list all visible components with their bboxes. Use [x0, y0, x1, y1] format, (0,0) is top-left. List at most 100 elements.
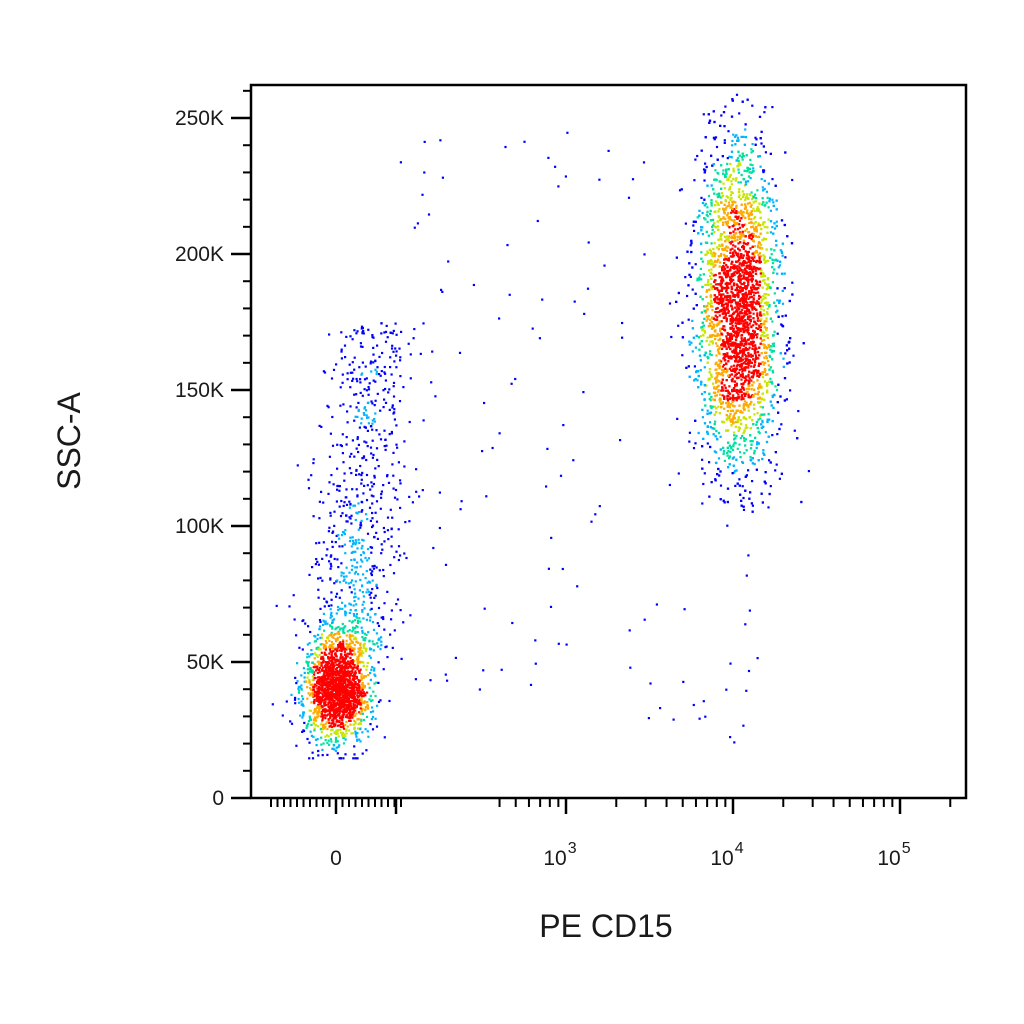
event-dot — [370, 370, 373, 373]
event-dot — [736, 285, 740, 288]
event-dot — [767, 218, 770, 221]
event-dot — [338, 537, 341, 540]
event-dot — [356, 663, 359, 666]
event-dot — [345, 705, 348, 708]
event-dot — [351, 539, 355, 543]
event-dot — [322, 619, 325, 622]
event-dot — [763, 335, 766, 338]
event-dot — [314, 738, 318, 741]
event-dot — [356, 380, 359, 383]
event-dot — [384, 387, 387, 391]
event-dot — [318, 660, 321, 663]
event-dot — [355, 640, 358, 643]
event-dot — [745, 242, 748, 245]
event-dot — [344, 614, 347, 617]
event-dot — [336, 752, 339, 755]
event-dot — [390, 430, 393, 434]
event-dot — [380, 490, 383, 493]
event-dot — [344, 670, 347, 673]
event-dot — [351, 671, 354, 674]
event-dot — [750, 280, 753, 283]
event-dot — [743, 361, 746, 364]
event-dot — [335, 732, 338, 735]
event-dot — [336, 579, 339, 582]
event-dot — [319, 607, 322, 610]
event-dot — [751, 143, 754, 146]
event-dot — [311, 757, 315, 760]
event-dot — [692, 224, 695, 227]
event-dot — [756, 374, 759, 378]
event-dot — [775, 388, 779, 392]
event-dot — [363, 413, 366, 416]
event-dot — [339, 757, 342, 760]
event-dot — [363, 639, 367, 642]
event-dot — [374, 467, 377, 470]
event-dot — [723, 187, 726, 190]
event-dot — [359, 578, 362, 582]
event-dot — [353, 719, 356, 722]
event-dot — [357, 647, 360, 650]
event-dot — [690, 341, 693, 344]
event-dot — [353, 683, 356, 686]
event-dot — [742, 303, 745, 306]
event-dot — [353, 695, 356, 698]
event-dot — [349, 503, 352, 506]
event-dot — [704, 283, 707, 286]
event-dot — [314, 640, 317, 643]
event-dot — [362, 329, 365, 333]
event-dot — [748, 359, 751, 362]
event-dot — [327, 698, 330, 701]
event-dot — [351, 542, 355, 546]
event-dot — [342, 644, 345, 647]
event-dot — [314, 719, 318, 722]
event-dot — [326, 622, 329, 625]
event-dot — [326, 728, 329, 731]
event-dot — [337, 534, 340, 537]
event-dot — [353, 455, 356, 458]
event-dot — [344, 701, 347, 704]
event-dot — [341, 639, 345, 642]
event-dot — [318, 517, 321, 520]
event-dot — [324, 702, 327, 705]
event-dot — [706, 336, 709, 339]
event-dot — [327, 684, 330, 688]
event-dot — [764, 431, 767, 434]
event-dot — [331, 692, 334, 695]
event-dot — [330, 664, 333, 667]
event-dot — [723, 247, 727, 250]
event-dot — [762, 452, 765, 455]
event-dot — [357, 696, 360, 699]
event-dot — [371, 621, 375, 624]
event-dot — [318, 695, 321, 698]
event-dot — [317, 563, 320, 566]
event-dot — [391, 516, 394, 519]
event-dot — [694, 346, 697, 349]
event-dot — [766, 196, 769, 199]
event-dot — [369, 596, 372, 599]
event-dot — [351, 371, 354, 374]
event-dot — [348, 586, 351, 589]
event-dot — [349, 704, 352, 707]
event-dot — [668, 302, 672, 305]
event-dot — [342, 630, 345, 633]
event-dot — [373, 667, 376, 670]
event-dot — [348, 700, 351, 703]
event-dot — [380, 644, 383, 647]
event-dot — [320, 681, 323, 684]
event-dot — [344, 655, 347, 658]
event-dot — [371, 715, 375, 719]
event-dot — [362, 644, 365, 647]
event-dot — [350, 545, 353, 548]
event-dot — [371, 728, 375, 731]
event-dot — [737, 296, 740, 299]
event-dot — [358, 684, 361, 687]
event-dot — [356, 494, 359, 497]
event-dot — [377, 645, 380, 648]
event-dot — [771, 262, 775, 265]
event-dot — [316, 682, 319, 685]
event-dot — [347, 711, 350, 715]
event-dot — [331, 444, 335, 447]
event-dot — [333, 510, 336, 513]
event-dot — [718, 400, 722, 404]
event-dot — [738, 390, 741, 394]
